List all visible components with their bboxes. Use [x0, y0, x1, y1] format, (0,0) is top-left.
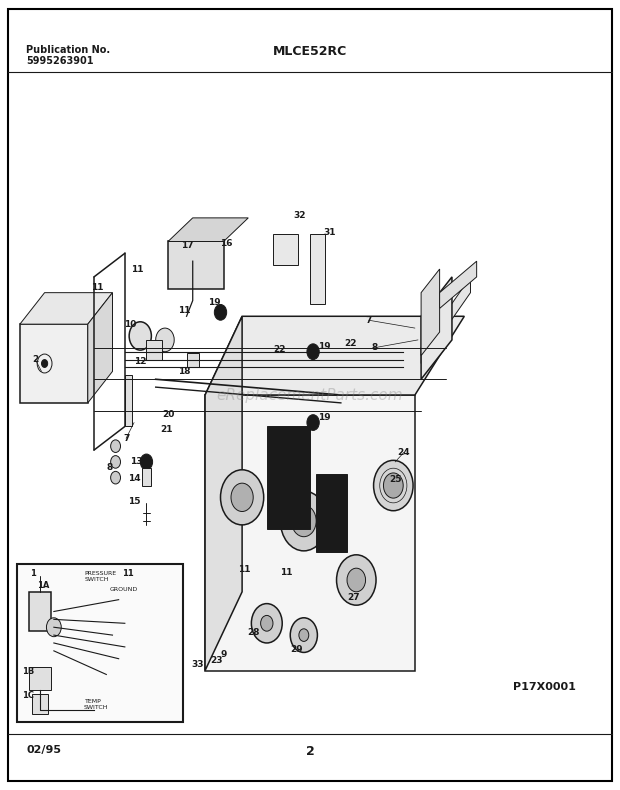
Polygon shape — [440, 261, 477, 308]
Bar — [273, 234, 298, 265]
Bar — [125, 375, 132, 427]
Circle shape — [129, 322, 151, 350]
Text: 22: 22 — [344, 339, 356, 348]
Text: 2: 2 — [306, 745, 314, 758]
Text: 8: 8 — [371, 344, 378, 352]
Bar — [187, 353, 199, 367]
Bar — [20, 324, 88, 403]
Circle shape — [383, 473, 403, 498]
Text: 11: 11 — [178, 307, 190, 315]
Circle shape — [347, 568, 366, 592]
Circle shape — [110, 472, 120, 484]
Text: 1A: 1A — [37, 581, 49, 590]
Polygon shape — [20, 292, 112, 324]
Text: 2: 2 — [32, 355, 38, 364]
Circle shape — [46, 618, 61, 637]
FancyBboxPatch shape — [17, 564, 184, 722]
Text: 21: 21 — [160, 425, 172, 435]
Text: 7: 7 — [365, 316, 372, 325]
Text: 19: 19 — [208, 298, 221, 307]
Circle shape — [215, 304, 227, 320]
Bar — [146, 340, 162, 359]
Text: eReplacementParts.com: eReplacementParts.com — [216, 388, 404, 402]
Text: 31: 31 — [324, 228, 336, 237]
Text: 11: 11 — [131, 265, 143, 273]
Polygon shape — [421, 277, 452, 379]
Text: 32: 32 — [293, 211, 306, 220]
Text: 15: 15 — [128, 497, 140, 506]
Polygon shape — [421, 277, 471, 363]
Circle shape — [299, 629, 309, 641]
Text: 11: 11 — [91, 283, 104, 292]
Circle shape — [260, 615, 273, 631]
Text: 23: 23 — [210, 656, 223, 665]
Circle shape — [110, 440, 120, 453]
Text: Publication No.: Publication No. — [26, 45, 110, 55]
Text: 13: 13 — [130, 457, 142, 466]
Text: 20: 20 — [162, 410, 174, 419]
Circle shape — [307, 415, 319, 431]
Text: 11: 11 — [122, 569, 133, 577]
Text: 7: 7 — [123, 434, 129, 443]
Text: SWITCH: SWITCH — [84, 705, 108, 710]
Bar — [29, 667, 51, 690]
Bar — [267, 427, 310, 529]
Circle shape — [42, 359, 48, 367]
Text: 10: 10 — [123, 320, 136, 329]
Circle shape — [374, 461, 413, 510]
Polygon shape — [421, 269, 440, 356]
Circle shape — [221, 470, 264, 525]
Text: 22: 22 — [273, 345, 285, 354]
Polygon shape — [168, 218, 248, 242]
Text: 02/95: 02/95 — [26, 745, 61, 755]
Bar — [316, 474, 347, 552]
Polygon shape — [205, 316, 464, 395]
Text: MLCE52RC: MLCE52RC — [273, 45, 347, 58]
Circle shape — [280, 491, 327, 551]
Text: TEMP: TEMP — [85, 698, 102, 704]
Text: 14: 14 — [128, 474, 140, 483]
Circle shape — [291, 506, 316, 536]
Text: 25: 25 — [389, 475, 401, 483]
Text: 1B: 1B — [22, 667, 34, 676]
Text: PRESSURE: PRESSURE — [85, 571, 117, 576]
Text: 11: 11 — [280, 569, 293, 577]
Bar — [168, 242, 224, 288]
Circle shape — [307, 344, 319, 359]
Circle shape — [231, 483, 253, 511]
Circle shape — [110, 456, 120, 468]
Polygon shape — [205, 316, 242, 671]
Bar — [142, 468, 151, 486]
Bar — [310, 234, 326, 304]
Text: 19: 19 — [319, 412, 331, 422]
Text: 28: 28 — [247, 628, 259, 638]
Text: 29: 29 — [290, 645, 303, 654]
Text: 9: 9 — [220, 650, 227, 660]
Circle shape — [156, 328, 174, 352]
Text: 19: 19 — [319, 342, 331, 351]
Text: 27: 27 — [347, 592, 360, 602]
Circle shape — [337, 555, 376, 605]
Text: 1C: 1C — [22, 691, 33, 701]
Text: 16: 16 — [220, 239, 232, 247]
Polygon shape — [88, 292, 112, 403]
Text: SWITCH: SWITCH — [85, 577, 109, 582]
Text: 5995263901: 5995263901 — [26, 57, 94, 66]
Text: 8: 8 — [106, 463, 112, 472]
Text: 33: 33 — [192, 660, 204, 668]
Text: GROUND: GROUND — [109, 587, 138, 592]
Circle shape — [140, 454, 153, 470]
Bar — [29, 592, 51, 631]
Text: 11: 11 — [238, 566, 251, 574]
Text: 12: 12 — [134, 357, 146, 367]
Text: 1: 1 — [30, 569, 37, 577]
Text: 24: 24 — [397, 448, 410, 457]
Text: 18: 18 — [178, 367, 190, 376]
Text: 17: 17 — [182, 241, 194, 250]
Circle shape — [290, 618, 317, 653]
Text: P17X0001: P17X0001 — [513, 683, 576, 692]
Bar — [32, 694, 48, 714]
Polygon shape — [205, 395, 415, 671]
Circle shape — [251, 604, 282, 643]
